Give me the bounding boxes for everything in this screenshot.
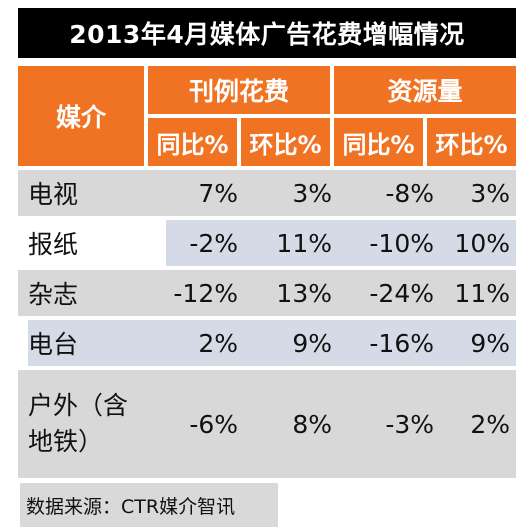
cell-volume-mom: 3% bbox=[470, 178, 510, 208]
cell-volume-yoy: -24% bbox=[369, 278, 434, 308]
cell-spend-mom: 3% bbox=[292, 178, 332, 208]
table-title: 2013年4月媒体广告花费增幅情况 bbox=[18, 8, 516, 58]
cell-volume-yoy: -10% bbox=[369, 228, 434, 258]
table-row: 报纸 -2% 11% -10% 10% bbox=[18, 220, 516, 266]
cell-volume-yoy: -16% bbox=[369, 328, 434, 358]
data-source-note: 数据来源：CTR媒介智讯 bbox=[20, 483, 278, 527]
cell-volume-mom: 10% bbox=[454, 228, 510, 258]
cell-spend-mom: 11% bbox=[276, 228, 332, 258]
cell-spend-yoy: 2% bbox=[198, 328, 238, 358]
cell-spend-mom: 9% bbox=[292, 328, 332, 358]
cell-volume-mom: 9% bbox=[470, 328, 510, 358]
row-media-name-line1: 户外（含 bbox=[28, 391, 129, 420]
table-row: 电视 7% 3% -8% 3% bbox=[18, 170, 516, 216]
cell-volume-yoy: -8% bbox=[385, 178, 434, 208]
column-group-resource-volume: 资源量 bbox=[334, 66, 516, 114]
cell-spend-mom: 13% bbox=[276, 278, 332, 308]
column-header-media: 媒介 bbox=[18, 66, 144, 166]
column-header-spend-yoy: 同比% bbox=[148, 118, 237, 166]
column-header-volume-mom: 环比% bbox=[427, 118, 516, 166]
cell-volume-mom: 11% bbox=[454, 278, 510, 308]
column-header-volume-yoy: 同比% bbox=[334, 118, 423, 166]
column-header-spend-mom: 环比% bbox=[241, 118, 330, 166]
table-row: 户外（含 地铁） -6% 8% -3% 2% bbox=[18, 370, 516, 478]
column-group-ad-spend: 刊例花费 bbox=[148, 66, 330, 114]
row-media-name: 户外（含 地铁） bbox=[18, 370, 150, 478]
cell-volume-mom: 2% bbox=[470, 409, 510, 439]
row-media-name: 电视 bbox=[28, 180, 79, 209]
cell-volume-yoy: -3% bbox=[385, 409, 434, 439]
cell-spend-mom: 8% bbox=[292, 409, 332, 439]
table-row: 杂志 -12% 13% -24% 11% bbox=[18, 270, 516, 316]
cell-spend-yoy: -12% bbox=[173, 278, 238, 308]
row-media-name-line2: 地铁） bbox=[28, 427, 104, 456]
table-row: 电台 2% 9% -16% 9% bbox=[18, 320, 516, 366]
cell-spend-yoy: 7% bbox=[198, 178, 238, 208]
row-media-name: 杂志 bbox=[28, 280, 79, 309]
row-media-name: 电台 bbox=[28, 330, 79, 359]
row-media-name: 报纸 bbox=[28, 230, 79, 259]
cell-spend-yoy: -6% bbox=[189, 409, 238, 439]
cell-spend-yoy: -2% bbox=[189, 228, 238, 258]
